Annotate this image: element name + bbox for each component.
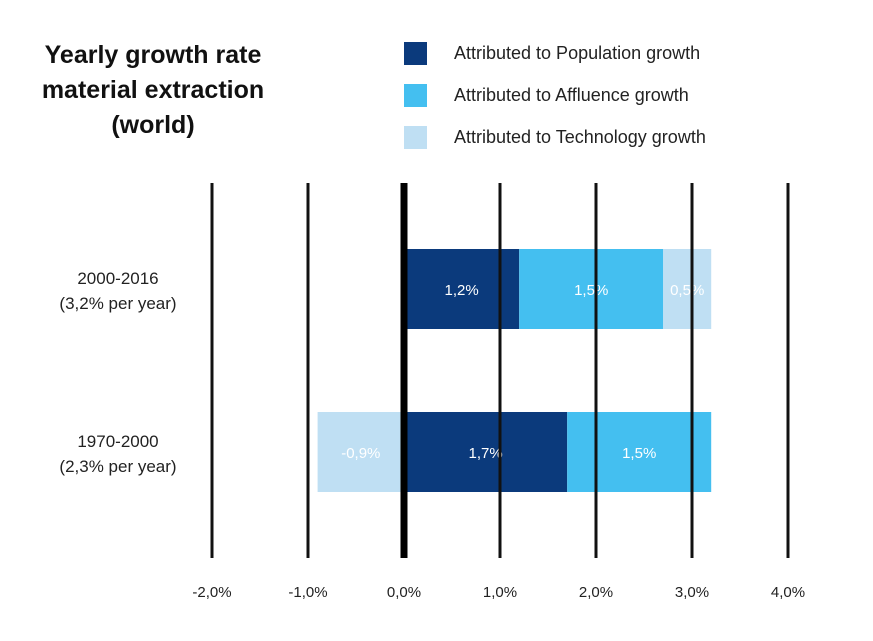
legend-label-technology: Attributed to Technology growth <box>454 126 706 147</box>
x-tick-label: -1,0% <box>288 584 327 601</box>
x-tick-label: 3,0% <box>675 584 709 601</box>
x-tick-label: 0,0% <box>387 584 421 601</box>
chart-title: Yearly growth rate material extraction (… <box>18 38 288 143</box>
title-line-2: material extraction <box>41 76 265 104</box>
bar-population-1970-2000 <box>404 412 568 492</box>
legend-label-population: Attributed to Population growth <box>454 42 701 63</box>
x-tick-label: 2,0% <box>579 584 613 601</box>
bar-label-affluence-1970-2000: 1,5% <box>622 445 656 462</box>
x-tick-label: -2,0% <box>192 584 231 601</box>
legend-item-technology: Attributed to Technology growth <box>404 116 706 158</box>
category-label: 2000-2016 <box>77 269 158 288</box>
category-label: 1970-2000 <box>77 432 158 451</box>
bar-label-population-2000-2016: 1,2% <box>444 282 478 299</box>
legend-item-affluence: Attributed to Affluence growth <box>404 74 706 116</box>
bar-label-affluence-2000-2016: 1,5% <box>574 282 608 299</box>
category-sublabel: (3,2% per year) <box>59 294 176 313</box>
bar-label-population-1970-2000: 1,7% <box>468 445 502 462</box>
bar-affluence-2000-2016 <box>519 249 664 329</box>
legend-label-affluence: Attributed to Affluence growth <box>454 84 689 105</box>
legend: Attributed to Population growth Attribut… <box>404 32 706 158</box>
legend-swatch-population <box>404 41 427 65</box>
legend-item-population: Attributed to Population growth <box>404 32 706 74</box>
title-line-1: Yearly growth rate <box>44 41 262 69</box>
bar-technology-2000-2016 <box>663 249 712 329</box>
category-sublabel: (2,3% per year) <box>59 457 176 476</box>
bar-label-technology-1970-2000: -0,9% <box>341 445 380 462</box>
bar-affluence-1970-2000 <box>567 412 712 492</box>
x-tick-label: 1,0% <box>483 584 517 601</box>
title-line-3: (world) <box>111 111 195 139</box>
bar-label-technology-2000-2016: 0,5% <box>670 282 704 299</box>
x-tick-label: 4,0% <box>771 584 805 601</box>
legend-swatch-technology <box>404 125 427 149</box>
legend-swatch-affluence <box>404 83 427 107</box>
bar-technology-1970-2000 <box>317 412 404 492</box>
